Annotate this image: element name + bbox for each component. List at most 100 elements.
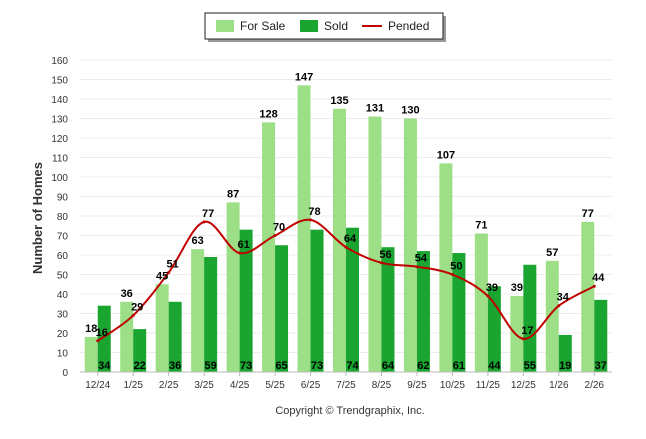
- label-sold: 73: [240, 360, 252, 372]
- bar-sold: [133, 329, 147, 372]
- pended-point: [557, 304, 561, 308]
- pended-point: [592, 284, 596, 288]
- pended-point: [486, 294, 490, 298]
- label-sold: 62: [417, 360, 429, 372]
- x-tick-label: 12/25: [511, 380, 536, 391]
- y-tick-label: 30: [57, 310, 69, 321]
- y-tick-label: 110: [52, 154, 68, 165]
- bar-sold: [594, 299, 608, 372]
- bar-for-sale: [297, 85, 311, 372]
- x-tick-label: 5/25: [265, 380, 285, 391]
- label-pended: 50: [450, 261, 462, 273]
- label-for-sale: 87: [227, 188, 239, 200]
- x-tick-label: 12/24: [85, 380, 110, 391]
- label-for-sale: 107: [437, 149, 455, 161]
- data-labels: 18 34 16 36 22 29 45 36 51 63 59 77 87 73 61 128 65 70 147…: [85, 71, 607, 372]
- x-tick-label: 10/25: [440, 380, 465, 391]
- y-tick-label: 130: [51, 115, 68, 126]
- bar-for-sale: [474, 233, 488, 372]
- label-pended: 44: [592, 272, 605, 284]
- y-tick-label: 120: [51, 134, 68, 145]
- bar-for-sale: [262, 122, 276, 373]
- label-for-sale: 36: [121, 288, 133, 300]
- bar-for-sale: [191, 249, 205, 372]
- label-sold: 34: [98, 360, 111, 372]
- label-pended: 64: [344, 233, 357, 245]
- label-pended: 17: [521, 325, 533, 337]
- label-pended: 16: [96, 327, 108, 339]
- y-tick-label: 90: [57, 193, 69, 204]
- label-for-sale: 135: [330, 95, 348, 107]
- bar-sold: [168, 301, 182, 372]
- label-for-sale: 147: [295, 71, 313, 83]
- y-tick-label: 20: [57, 329, 69, 340]
- y-tick-label: 70: [57, 232, 69, 243]
- bar-sold: [310, 229, 324, 372]
- x-tick-label: 3/25: [194, 380, 214, 391]
- x-tick-label: 4/25: [230, 380, 250, 391]
- bar-for-sale: [155, 284, 169, 372]
- label-sold: 74: [346, 360, 359, 372]
- pended-point: [521, 337, 525, 341]
- label-sold: 22: [134, 360, 146, 372]
- label-pended: 77: [202, 208, 214, 220]
- pended-point: [415, 265, 419, 269]
- legend: For Sale Sold Pended: [204, 12, 446, 42]
- label-for-sale: 63: [192, 235, 204, 247]
- bar-sold: [275, 245, 289, 372]
- label-sold: 61: [453, 360, 465, 372]
- y-tick-label: 140: [51, 95, 68, 106]
- bar-sold: [558, 334, 572, 372]
- bar-for-sale: [439, 163, 453, 372]
- x-tick-label: 6/25: [301, 380, 321, 391]
- label-sold: 59: [205, 360, 217, 372]
- bar-for-sale: [368, 116, 382, 372]
- pended-point: [344, 245, 348, 249]
- legend-label-pended: Pended: [388, 19, 429, 33]
- label-sold: 37: [595, 360, 607, 372]
- label-pended: 29: [131, 301, 143, 313]
- label-pended: 61: [237, 239, 249, 251]
- y-tick-label: 40: [57, 290, 69, 301]
- x-tick-label: 1/25: [123, 380, 143, 391]
- bar-sold: [97, 305, 111, 372]
- label-sold: 55: [524, 360, 536, 372]
- label-sold: 36: [169, 360, 181, 372]
- legend-swatch-for-sale: [216, 20, 234, 32]
- label-for-sale: 130: [401, 105, 419, 117]
- label-for-sale: 71: [475, 220, 487, 232]
- y-tick-label: 10: [57, 349, 69, 360]
- x-tick-label: 11/25: [476, 380, 501, 391]
- bar-for-sale: [84, 336, 98, 372]
- label-sold: 73: [311, 360, 323, 372]
- pended-point: [202, 220, 206, 224]
- label-sold: 44: [488, 360, 501, 372]
- bars: [84, 85, 608, 373]
- label-pended: 56: [379, 249, 391, 261]
- x-tick-label: 8/25: [372, 380, 392, 391]
- x-tick-label: 2/26: [585, 380, 605, 391]
- label-pended: 51: [167, 259, 179, 271]
- x-tick-label: 2/25: [159, 380, 179, 391]
- label-for-sale: 77: [582, 208, 594, 220]
- pended-point: [96, 339, 100, 343]
- label-sold: 64: [382, 360, 395, 372]
- y-tick-label: 150: [51, 76, 68, 87]
- label-sold: 65: [275, 360, 287, 372]
- pended-point: [273, 234, 277, 237]
- bar-for-sale: [581, 221, 595, 372]
- pended-point: [309, 218, 313, 222]
- label-sold: 19: [559, 360, 571, 372]
- bar-sold: [416, 251, 430, 372]
- y-tick-label: 80: [57, 212, 69, 223]
- y-tick-label: 0: [62, 368, 68, 379]
- y-axis-title: Number of Homes: [30, 162, 45, 274]
- bar-for-sale: [403, 118, 417, 372]
- bar-for-sale: [545, 260, 559, 372]
- label-pended: 78: [308, 206, 320, 218]
- label-pended: 39: [486, 282, 498, 294]
- label-pended: 34: [557, 292, 570, 304]
- legend-box: [204, 12, 444, 40]
